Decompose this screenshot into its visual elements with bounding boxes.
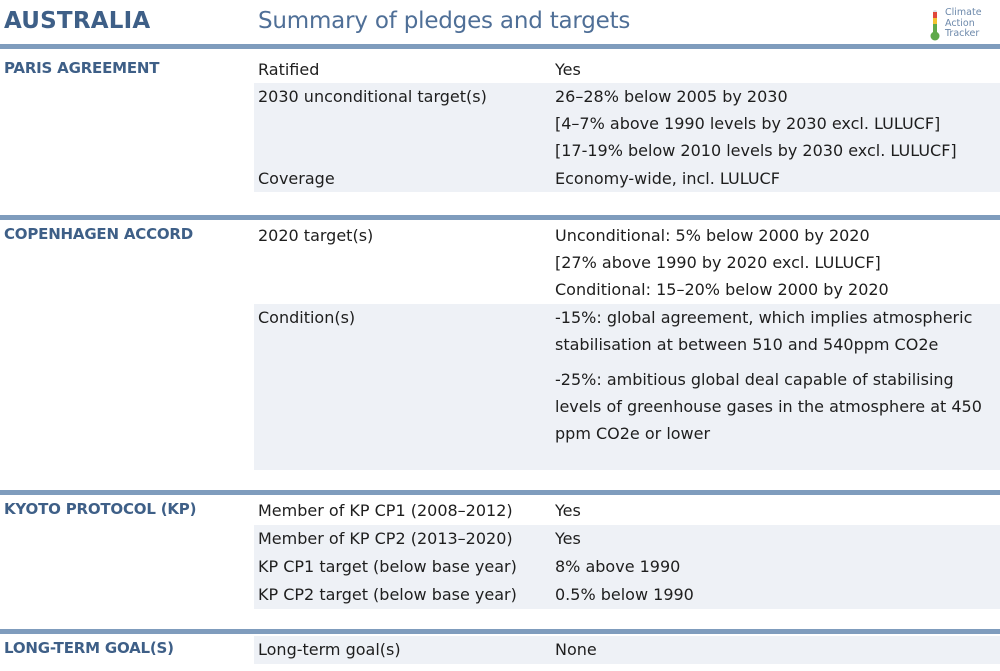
- country-title: AUSTRALIA: [4, 8, 150, 34]
- page-header: AUSTRALIA Summary of pledges and targets…: [0, 0, 1000, 48]
- row-value: [17-19% below 2010 levels by 2030 excl. …: [555, 137, 995, 164]
- row-value: None: [555, 636, 995, 663]
- row-label: 2030 unconditional target(s): [258, 83, 487, 110]
- row-value: 0.5% below 1990: [555, 581, 995, 608]
- table-row: Ratified Yes: [254, 56, 1000, 83]
- section-rule: [0, 215, 1000, 220]
- section-title: COPENHAGEN ACCORD: [4, 225, 193, 243]
- table-row: KP CP1 target (below base year) 8% above…: [254, 553, 1000, 581]
- section-title: KYOTO PROTOCOL (KP): [4, 500, 196, 518]
- row-label: 2020 target(s): [258, 222, 373, 249]
- row-value: Yes: [555, 525, 995, 552]
- table-row: Long-term goal(s) None: [254, 636, 1000, 664]
- logo-wordmark: Climate Action Tracker: [945, 8, 982, 40]
- row-values: None: [555, 636, 995, 663]
- page-subtitle: Summary of pledges and targets: [258, 8, 630, 34]
- row-value: Yes: [555, 56, 995, 83]
- row-value: -15%: global agreement, which implies at…: [555, 304, 995, 358]
- table-row: KP CP2 target (below base year) 0.5% bel…: [254, 581, 1000, 609]
- row-values: -15%: global agreement, which implies at…: [555, 304, 995, 447]
- row-value: 8% above 1990: [555, 553, 995, 580]
- row-values: 26–28% below 2005 by 2030 [4–7% above 19…: [555, 83, 995, 164]
- section-title: LONG-TERM GOAL(S): [4, 639, 174, 657]
- table-row: 2030 unconditional target(s) 26–28% belo…: [254, 83, 1000, 165]
- header-rule: [0, 44, 1000, 49]
- row-value: Conditional: 15–20% below 2000 by 2020: [555, 276, 995, 303]
- logo-line: Climate: [945, 8, 982, 19]
- row-label: Member of KP CP1 (2008–2012): [258, 497, 513, 524]
- table-row: Member of KP CP2 (2013–2020) Yes: [254, 525, 1000, 553]
- table-row: Member of KP CP1 (2008–2012) Yes: [254, 497, 1000, 525]
- row-value: Unconditional: 5% below 2000 by 2020: [555, 222, 995, 249]
- row-values: 8% above 1990: [555, 553, 995, 580]
- table-row: 2020 target(s) Unconditional: 5% below 2…: [254, 222, 1000, 304]
- row-value: -25%: ambitious global deal capable of s…: [555, 366, 995, 447]
- row-values: Yes: [555, 525, 995, 552]
- row-values: Yes: [555, 56, 995, 83]
- row-value: Economy-wide, incl. LULUCF: [555, 165, 995, 192]
- row-label: KP CP2 target (below base year): [258, 581, 517, 608]
- row-values: Unconditional: 5% below 2000 by 2020 [27…: [555, 222, 995, 303]
- row-label: Long-term goal(s): [258, 636, 401, 663]
- section-rule: [0, 490, 1000, 495]
- row-values: Economy-wide, incl. LULUCF: [555, 165, 995, 192]
- row-label: Ratified: [258, 56, 319, 83]
- row-label: Condition(s): [258, 304, 355, 331]
- row-values: 0.5% below 1990: [555, 581, 995, 608]
- section-title: PARIS AGREEMENT: [4, 59, 159, 77]
- table-row: Coverage Economy-wide, incl. LULUCF: [254, 165, 1000, 192]
- paragraph-gap: [555, 358, 995, 366]
- row-value: 26–28% below 2005 by 2030: [555, 83, 995, 110]
- row-value: [27% above 1990 by 2020 excl. LULUCF]: [555, 249, 995, 276]
- thermometer-icon: [930, 9, 940, 41]
- climate-action-tracker-logo: Climate Action Tracker: [928, 8, 1000, 42]
- row-label: KP CP1 target (below base year): [258, 553, 517, 580]
- table-row: Condition(s) -15%: global agreement, whi…: [254, 304, 1000, 470]
- row-values: Yes: [555, 497, 995, 524]
- row-label: Coverage: [258, 165, 335, 192]
- section-rule: [0, 629, 1000, 634]
- logo-line: Tracker: [945, 29, 982, 40]
- row-value: [4–7% above 1990 levels by 2030 excl. LU…: [555, 110, 995, 137]
- row-label: Member of KP CP2 (2013–2020): [258, 525, 513, 552]
- row-value: Yes: [555, 497, 995, 524]
